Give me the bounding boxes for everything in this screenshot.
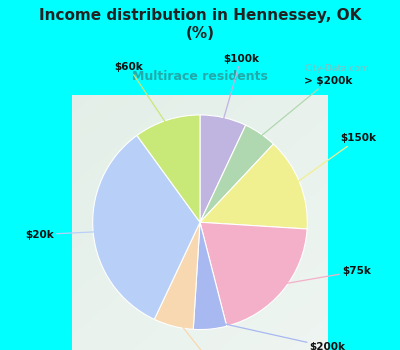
Wedge shape (193, 222, 227, 330)
Wedge shape (93, 135, 200, 319)
Wedge shape (154, 222, 200, 329)
Text: $60k: $60k (114, 62, 170, 128)
Text: Income distribution in Hennessey, OK
(%): Income distribution in Hennessey, OK (%) (39, 8, 361, 41)
Text: $125k: $125k (176, 318, 249, 350)
Text: Multirace residents: Multirace residents (132, 70, 268, 83)
Wedge shape (200, 125, 274, 222)
Wedge shape (200, 115, 246, 222)
Text: > $200k: > $200k (256, 76, 352, 141)
Text: $100k: $100k (222, 54, 259, 126)
Text: $20k: $20k (25, 230, 102, 239)
Text: $200k: $200k (209, 321, 346, 350)
Wedge shape (200, 222, 307, 326)
Text: City-Data.com: City-Data.com (304, 64, 369, 73)
Wedge shape (200, 144, 307, 229)
Wedge shape (137, 115, 200, 222)
Text: $150k: $150k (292, 133, 376, 186)
Text: $75k: $75k (276, 266, 371, 285)
